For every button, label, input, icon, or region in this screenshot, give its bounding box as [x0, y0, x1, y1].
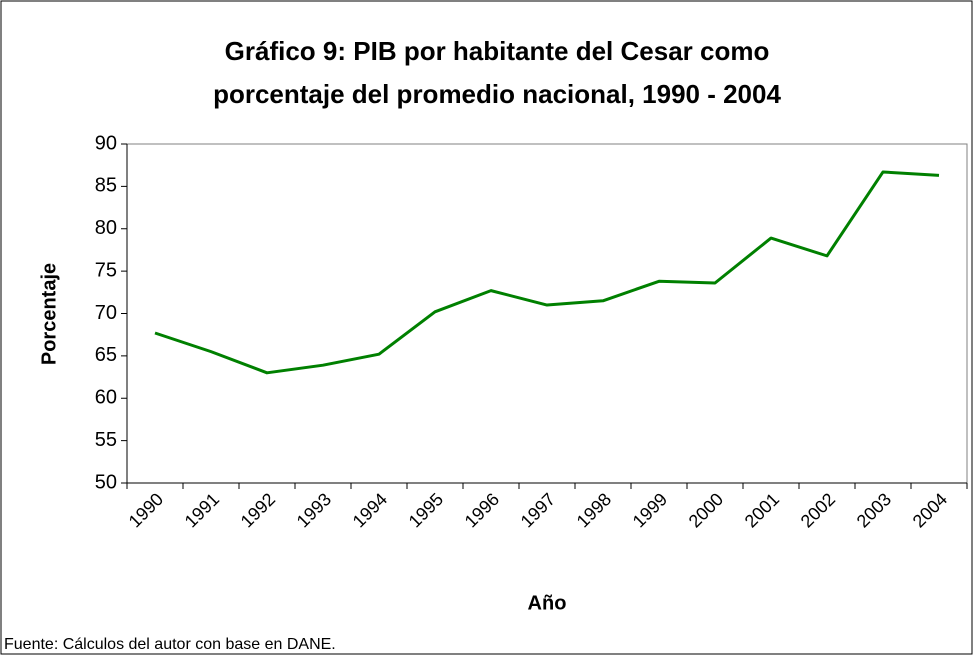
source-note: Fuente: Cálculos del autor con base en D…: [4, 636, 336, 653]
y-tick-label: 55: [95, 429, 117, 451]
y-tick-label: 75: [95, 259, 117, 281]
data-line: [154, 170, 940, 375]
y-tick-label: 90: [95, 132, 117, 154]
chart-title: Gráfico 9: PIB por habitante del Cesar c…: [225, 36, 770, 66]
y-tick-label: 50: [95, 471, 117, 493]
y-tick-label: 85: [95, 175, 117, 197]
y-axis-label: Porcentaje: [38, 263, 60, 365]
y-tick-label: 60: [95, 387, 117, 409]
y-tick-label: 65: [95, 344, 117, 366]
x-axis-label: Año: [528, 592, 567, 614]
chart-title: porcentaje del promedio nacional, 1990 -…: [213, 79, 781, 109]
y-tick-label: 80: [95, 217, 117, 239]
y-tick-label: 70: [95, 302, 117, 324]
